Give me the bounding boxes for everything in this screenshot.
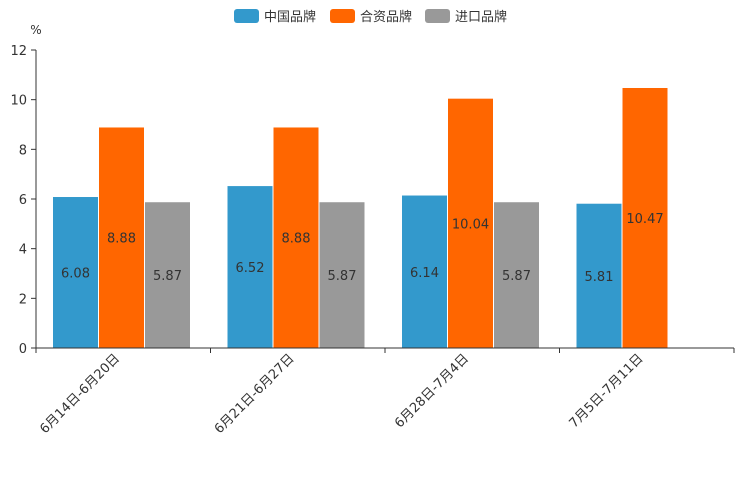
bar[interactable] bbox=[402, 195, 447, 348]
data-label: 5.87 bbox=[502, 269, 531, 284]
legend-label[interactable]: 进口品牌 bbox=[455, 9, 507, 25]
y-tick-label: 2 bbox=[19, 292, 27, 307]
legend[interactable]: 中国品牌 合资品牌 进口品牌 bbox=[234, 9, 507, 25]
y-tick-label: 8 bbox=[19, 143, 27, 158]
legend-label[interactable]: 合资品牌 bbox=[360, 9, 412, 25]
bar[interactable] bbox=[622, 87, 668, 349]
y-tick-label: 12 bbox=[10, 44, 27, 59]
legend-swatch[interactable] bbox=[330, 9, 355, 23]
bar[interactable] bbox=[576, 203, 622, 348]
legend-swatch[interactable] bbox=[425, 9, 450, 23]
y-tick-label: 6 bbox=[19, 193, 27, 208]
x-axis: 6月14日-6月20日 6月21日-6月27日 6月28日-7月4日 7月5日-7月1… bbox=[35, 347, 735, 437]
bars: 6.08 8.88 5.87 6.52 8.88 5.87 6.14 10.04 5.87 5.8… bbox=[53, 87, 668, 349]
bar[interactable] bbox=[319, 202, 365, 348]
data-label: 10.04 bbox=[452, 217, 489, 232]
y-tick-label: 0 bbox=[19, 342, 27, 357]
y-axis: 0 2 4 6 8 10 12 bbox=[10, 44, 37, 357]
data-label: 10.47 bbox=[626, 212, 663, 227]
legend-label[interactable]: 中国品牌 bbox=[264, 9, 316, 25]
data-label: 8.88 bbox=[282, 232, 311, 247]
x-tick-label: 6月14日-6月20日 bbox=[37, 351, 123, 437]
y-tick-label: 10 bbox=[10, 94, 27, 109]
data-label: 8.88 bbox=[107, 232, 136, 247]
bar[interactable] bbox=[273, 127, 319, 348]
bar[interactable] bbox=[53, 197, 98, 348]
x-tick-label: 6月21日-6月27日 bbox=[212, 351, 298, 437]
x-tick-label: 6月28日-7月4日 bbox=[392, 351, 472, 431]
data-label: 6.14 bbox=[410, 266, 439, 281]
data-label: 5.87 bbox=[328, 269, 357, 284]
x-tick-label: 7月5日-7月11日 bbox=[567, 351, 647, 431]
legend-swatch[interactable] bbox=[234, 9, 259, 23]
bar[interactable] bbox=[145, 202, 190, 348]
bar[interactable] bbox=[494, 202, 539, 348]
data-label: 6.52 bbox=[236, 261, 265, 276]
data-label: 5.81 bbox=[585, 270, 614, 285]
bar[interactable] bbox=[448, 98, 493, 348]
bar[interactable] bbox=[227, 186, 273, 348]
bar[interactable] bbox=[99, 127, 144, 348]
data-label: 5.87 bbox=[153, 269, 182, 284]
y-tick-label: 4 bbox=[19, 243, 27, 258]
data-label: 6.08 bbox=[61, 267, 90, 282]
y-axis-unit: % bbox=[30, 23, 41, 37]
